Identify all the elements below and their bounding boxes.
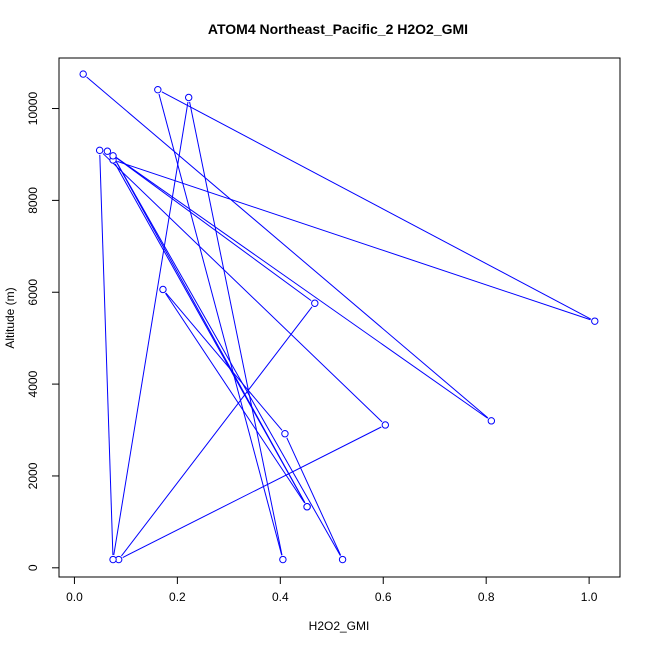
- x-axis-label: H2O2_GMI: [309, 619, 370, 633]
- series-segment: [165, 292, 306, 504]
- data-point: [591, 317, 599, 325]
- chart-title: ATOM4 Northeast_Pacific_2 H2O2_GMI: [208, 21, 468, 37]
- data-point: [281, 430, 289, 438]
- series-segment: [110, 153, 312, 302]
- series-segment: [99, 154, 114, 556]
- data-point: [311, 299, 319, 307]
- x-tick-label: 0.4: [272, 590, 289, 604]
- y-tick-label: 6000: [26, 279, 40, 306]
- series-segment: [286, 437, 342, 556]
- series-segment: [86, 76, 489, 419]
- data-point: [159, 285, 167, 294]
- data-series: [79, 70, 599, 564]
- series-segment: [114, 159, 306, 504]
- series-segment: [121, 306, 313, 557]
- x-tick-label: 0.0: [66, 590, 83, 604]
- data-point: [109, 555, 117, 564]
- y-axis-label: Altitude (m): [3, 287, 17, 348]
- data-point: [303, 503, 311, 511]
- series-segment: [102, 153, 383, 423]
- data-point: [487, 417, 496, 425]
- data-point: [338, 555, 347, 564]
- data-point: [79, 70, 87, 78]
- series-segment: [114, 159, 341, 556]
- data-point: [103, 147, 112, 155]
- series-segment: [122, 426, 382, 558]
- data-point: [381, 421, 390, 429]
- series-segment: [158, 93, 283, 556]
- x-tick-label: 0.8: [478, 590, 495, 604]
- data-point: [95, 146, 104, 155]
- y-tick-label: 10000: [26, 92, 40, 126]
- series-segment: [113, 101, 189, 556]
- series-segment: [189, 101, 283, 556]
- y-tick-label: 8000: [26, 187, 40, 214]
- data-point: [184, 93, 193, 102]
- series-segment: [110, 153, 488, 419]
- y-tick-label: 0: [26, 564, 40, 571]
- series-segment: [161, 91, 592, 320]
- y-axis: 0 2000 4000 6000 8000 10000: [26, 92, 60, 571]
- data-point: [154, 85, 162, 94]
- series-segment: [165, 292, 283, 431]
- x-tick-label: 0.2: [169, 590, 186, 604]
- y-tick-label: 2000: [26, 462, 40, 489]
- plot-frame: [58, 57, 621, 578]
- y-tick-label: 4000: [26, 370, 40, 397]
- data-point: [109, 152, 117, 160]
- series-segment: [117, 160, 591, 321]
- x-tick-label: 1.0: [581, 590, 598, 604]
- data-point: [279, 555, 287, 564]
- x-axis: 0.0 0.2 0.4 0.6 0.8 1.0: [66, 576, 598, 604]
- x-tick-label: 0.6: [375, 590, 392, 604]
